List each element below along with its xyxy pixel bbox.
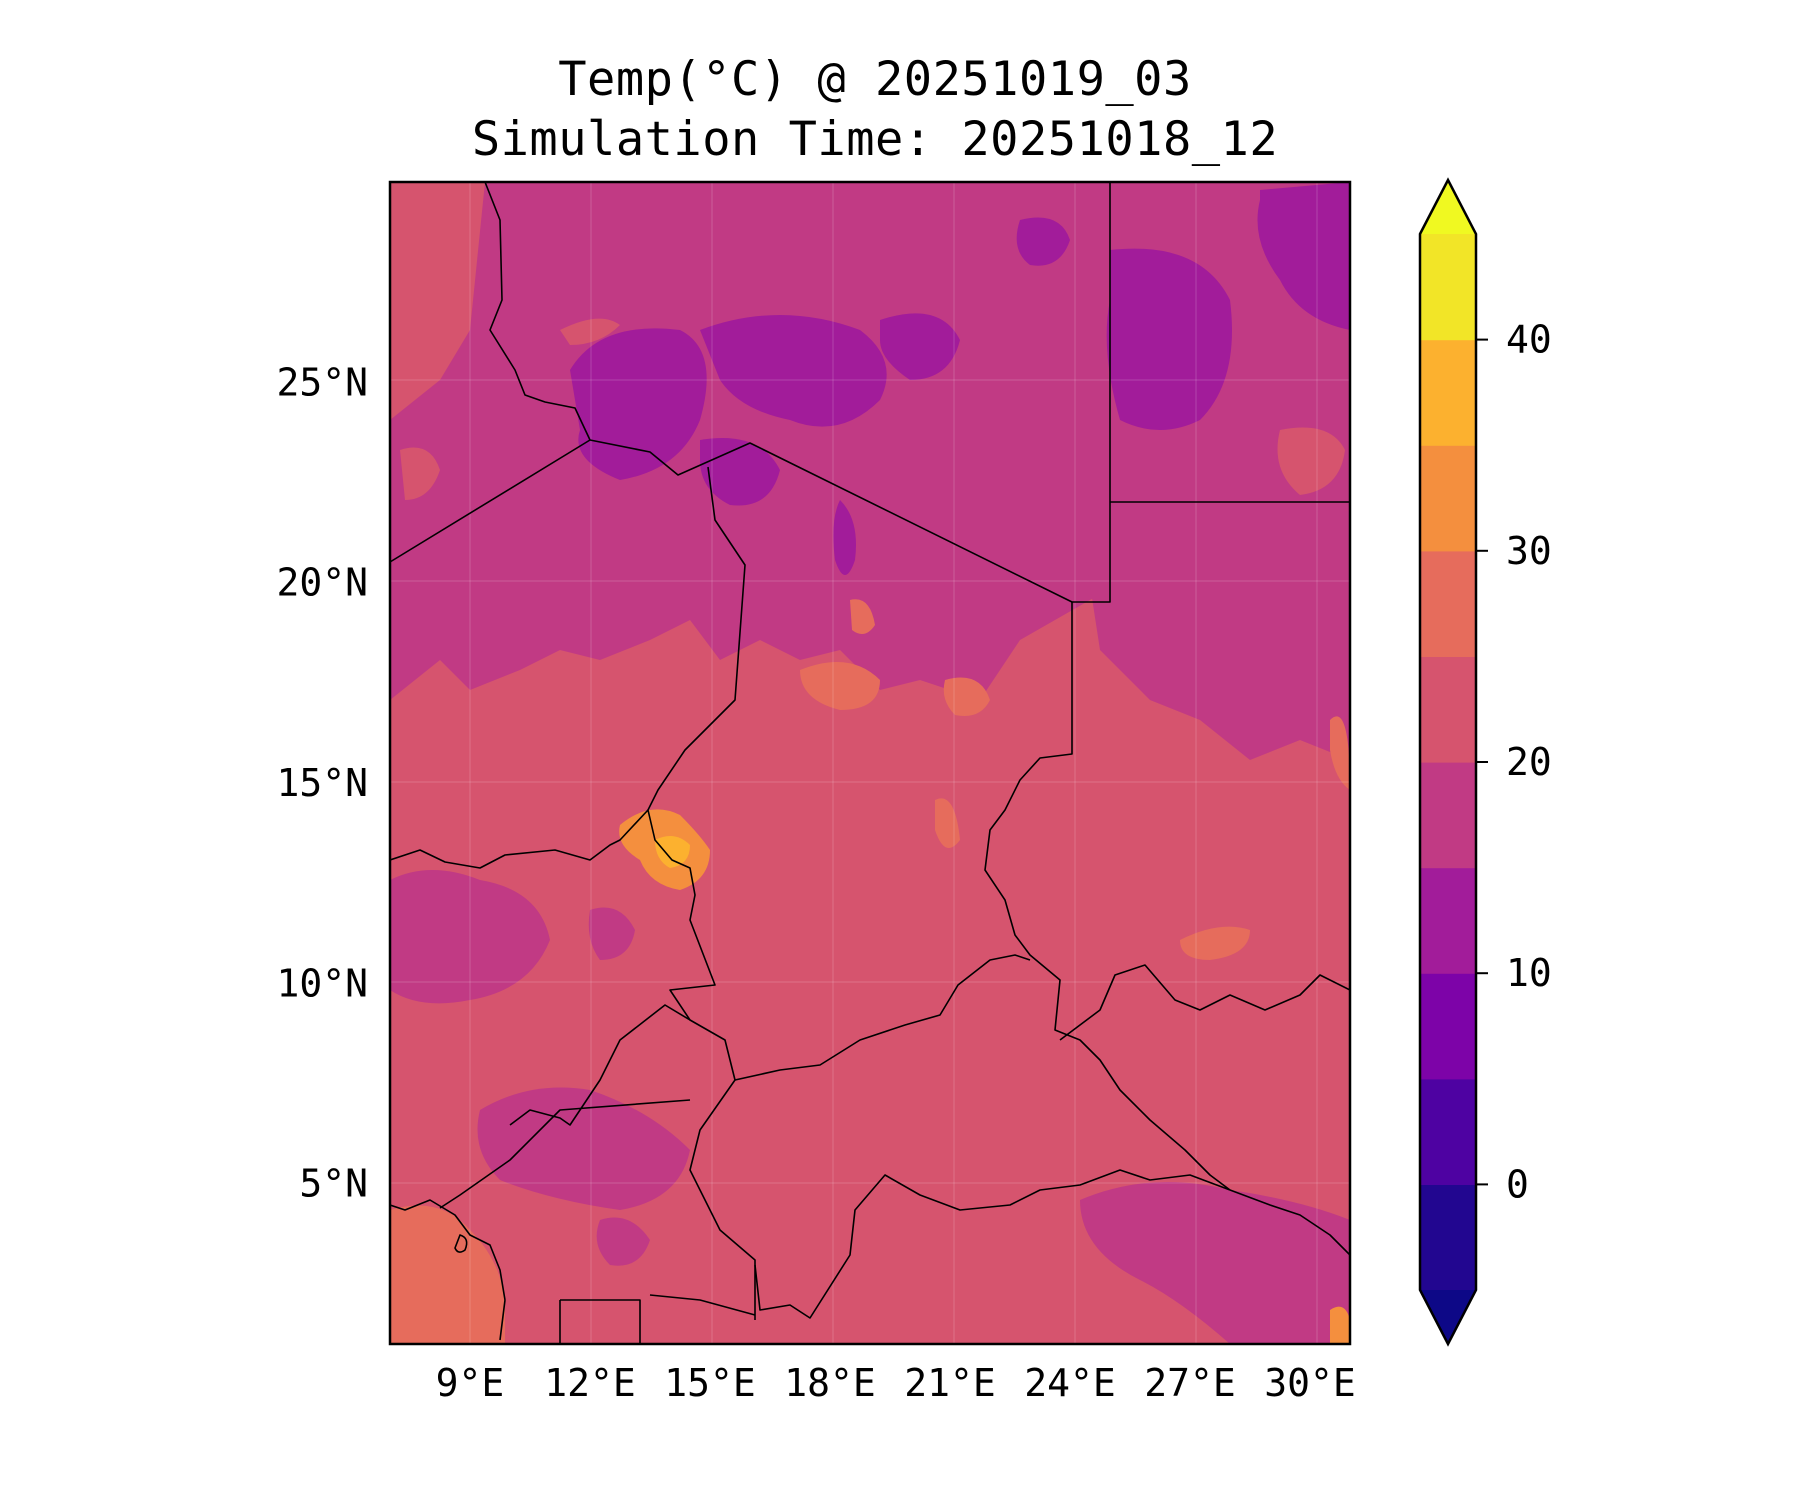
colorbar-segment [1420,445,1476,552]
colorbar-segment [1420,339,1476,446]
title-line-1: Temp(°C) @ 20251019_03 [558,52,1192,107]
temp-band-10-15-patch [1257,182,1350,330]
temp-band-25-30-patch [1330,716,1350,790]
temp-band-20-25-patch [560,318,620,345]
x-tick-label: 15°E [664,1361,756,1405]
temp-band-20-25-patch [1277,427,1345,495]
colorbar-tick-label: 20 [1506,740,1552,784]
colorbar-segment [1420,762,1476,869]
temp-band-10-15-patch [700,438,780,506]
y-tick-label: 25°N [276,360,368,404]
y-tick-label: 15°N [276,761,368,805]
colorbar-segment [1420,656,1476,763]
map-title: Temp(°C) @ 20251019_03 Simulation Time: … [0,50,1750,170]
colorbar-outline [1418,177,1478,1347]
colorbar-under-arrow [1420,1290,1476,1344]
colorbar-tick-label: 40 [1506,318,1552,362]
colorbar-segment [1420,1078,1476,1185]
temp-band-10-15-patch [880,313,960,380]
colorbar-segment [1420,973,1476,1080]
temp-band-15-20-cameroon [477,1087,690,1210]
y-tick-label: 5°N [299,1162,368,1206]
country-borders [390,182,1350,1344]
temp-band-10-15-patch [1016,217,1070,266]
colorbar-tick-label: 30 [1506,529,1552,573]
x-tick-label: 24°E [1024,1361,1116,1405]
y-tick-label: 20°N [276,561,368,605]
x-tick-label: 12°E [544,1361,636,1405]
temp-band-25-30-patch [943,677,990,716]
colorbar-segment [1420,1184,1476,1291]
x-tick-label: 9°E [436,1361,505,1405]
temp-band-10-15-patch [833,500,856,575]
y-tick-label: 10°N [276,961,368,1005]
temp-band-20-25-patch [400,447,440,500]
temp-band-15-20-patch [588,907,635,960]
temp-band-25-30-ocean [390,1205,505,1344]
temp-band-25-30-patch [850,599,875,634]
title-line-2: Simulation Time: 20251018_12 [471,112,1279,167]
temp-band-15-20-northeast [1080,510,1350,760]
temp-band-25-30-patch [935,798,960,848]
temp-band-25-30-patch [1180,926,1250,960]
colorbar-tick-label: 10 [1506,951,1552,995]
temp-band-15-20-patch [596,1217,650,1266]
colorbar-segment [1420,234,1476,341]
temp-band-10-15-patch [1106,248,1232,430]
temp-band-25-30-patch [800,662,880,710]
temperature-field [390,182,1350,1344]
map-frame [388,180,1352,1346]
y-axis-ticks: 5°N 10°N 15°N 20°N 25°N [276,360,368,1205]
colorbar-segment [1420,550,1476,657]
x-axis-ticks: 9°E 12°E 15°E 18°E 21°E 24°E 27°E 30°E [436,1361,1356,1405]
colorbar-over-arrow [1420,180,1476,234]
graticule [390,182,1350,1344]
colorbar-tick-label: 0 [1506,1162,1529,1206]
x-tick-label: 27°E [1144,1361,1236,1405]
temp-band-30-35-lake [1330,1306,1350,1344]
temp-band-15-20-southeast [1080,1182,1350,1344]
temp-band-15-20-west [390,870,550,1004]
x-tick-label: 18°E [784,1361,876,1405]
colorbar: 0 10 20 30 40 [1418,177,1552,1347]
temp-band-10-15-patch [700,315,887,427]
x-tick-label: 30°E [1264,1361,1356,1405]
temp-band-35-40-hotspot [655,836,690,868]
colorbar-segment [1420,867,1476,974]
x-tick-label: 21°E [904,1361,996,1405]
